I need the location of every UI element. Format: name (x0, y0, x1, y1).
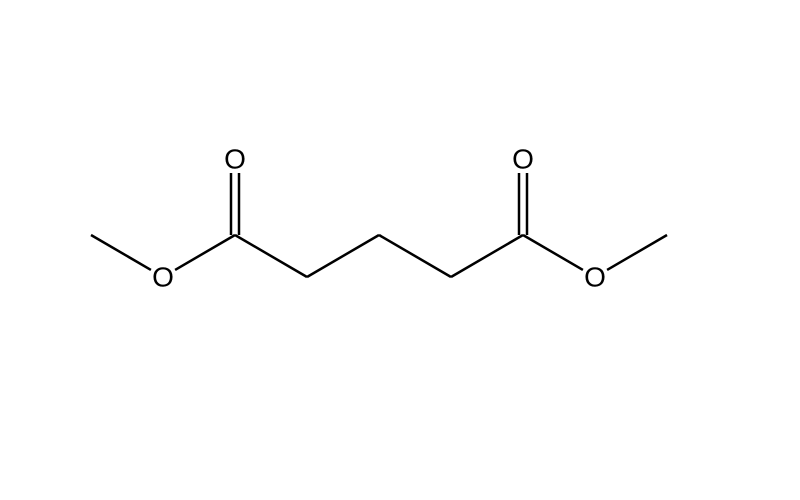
single-bond (379, 235, 451, 277)
single-bond (235, 235, 307, 277)
single-bond (175, 235, 235, 270)
single-bond (91, 235, 151, 270)
atom-label-o: O (512, 144, 534, 175)
chemical-structure-diagram: O O O O (0, 0, 800, 500)
single-bond (451, 235, 523, 277)
atom-label-o: O (224, 144, 246, 175)
single-bond (523, 235, 583, 270)
atom-label-o: O (152, 262, 174, 293)
atom-label-o: O (584, 262, 606, 293)
single-bond (607, 235, 667, 270)
single-bond (307, 235, 379, 277)
